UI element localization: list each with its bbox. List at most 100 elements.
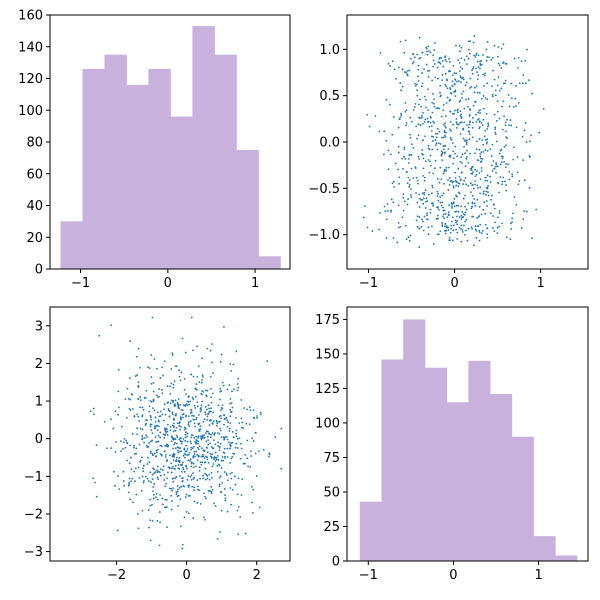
scatter-point bbox=[389, 103, 391, 106]
scatter-point bbox=[478, 148, 481, 151]
scatter-point bbox=[442, 215, 444, 218]
scatter-point bbox=[231, 390, 233, 393]
scatter-point bbox=[110, 324, 113, 327]
scatter-point bbox=[428, 50, 430, 52]
scatter-point bbox=[196, 439, 198, 442]
scatter-point bbox=[453, 205, 456, 208]
scatter-point bbox=[517, 102, 520, 104]
scatter-point bbox=[129, 377, 131, 380]
scatter-point bbox=[200, 438, 203, 441]
scatter-point bbox=[440, 178, 443, 181]
scatter-point bbox=[445, 85, 448, 88]
scatter-point bbox=[449, 231, 452, 234]
scatter-point bbox=[152, 400, 155, 403]
scatter-point bbox=[180, 470, 183, 473]
scatter-point bbox=[446, 87, 449, 90]
scatter-point bbox=[444, 126, 447, 129]
scatter-point bbox=[417, 134, 420, 137]
scatter-point bbox=[150, 450, 152, 453]
scatter-point bbox=[486, 205, 488, 207]
scatter-point bbox=[165, 506, 168, 509]
x-tick-label: 0 bbox=[183, 568, 191, 583]
scatter-point bbox=[225, 472, 228, 475]
scatter-point bbox=[183, 426, 186, 429]
scatter-point bbox=[448, 239, 451, 242]
scatter-point bbox=[92, 407, 95, 410]
scatter-point bbox=[517, 183, 520, 186]
scatter-point bbox=[463, 224, 465, 227]
scatter-point bbox=[171, 354, 174, 356]
scatter-point bbox=[198, 455, 200, 458]
scatter-point bbox=[151, 316, 154, 319]
scatter-point bbox=[455, 228, 457, 231]
scatter-point bbox=[172, 387, 175, 389]
scatter-point bbox=[195, 450, 198, 453]
scatter-point bbox=[185, 493, 188, 496]
scatter-point bbox=[471, 205, 473, 208]
scatter-point bbox=[441, 73, 444, 76]
scatter-point bbox=[429, 164, 432, 167]
scatter-point bbox=[194, 425, 196, 428]
y-tick-label: 60 bbox=[26, 167, 43, 182]
scatter-point bbox=[437, 192, 439, 195]
scatter-point bbox=[151, 519, 154, 522]
scatter-point bbox=[229, 422, 232, 424]
scatter-point bbox=[217, 441, 220, 444]
scatter-point bbox=[517, 66, 519, 69]
scatter-point bbox=[223, 447, 226, 450]
scatter-point bbox=[186, 435, 188, 438]
scatter-point bbox=[517, 56, 520, 59]
scatter-point bbox=[127, 484, 130, 487]
scatter-point bbox=[179, 428, 181, 431]
scatter-point bbox=[153, 409, 156, 412]
scatter-point bbox=[180, 442, 183, 445]
scatter-point bbox=[493, 167, 495, 170]
scatter-point bbox=[139, 459, 142, 462]
scatter-point bbox=[444, 125, 447, 128]
scatter-point bbox=[189, 420, 192, 423]
scatter-point bbox=[206, 458, 209, 461]
scatter-point bbox=[450, 92, 453, 95]
scatter-point bbox=[152, 493, 155, 496]
scatter-point bbox=[400, 114, 403, 117]
scatter-point bbox=[198, 428, 201, 431]
scatter-point bbox=[444, 115, 447, 117]
scatter-point bbox=[470, 86, 473, 88]
scatter-point bbox=[484, 97, 487, 99]
scatter-point bbox=[420, 85, 423, 88]
scatter-point bbox=[223, 437, 226, 440]
scatter-point bbox=[201, 374, 204, 377]
scatter-point bbox=[417, 80, 420, 82]
scatter-point bbox=[180, 425, 182, 428]
scatter-point bbox=[181, 547, 184, 550]
scatter-point bbox=[255, 475, 258, 477]
scatter-point bbox=[209, 349, 212, 352]
scatter-point bbox=[474, 100, 477, 103]
scatter-point bbox=[239, 442, 242, 445]
scatter-point bbox=[432, 172, 435, 175]
scatter-point bbox=[437, 61, 440, 64]
scatter-point bbox=[240, 417, 243, 420]
scatter-point bbox=[449, 61, 451, 63]
scatter-point bbox=[457, 80, 460, 82]
scatter-point bbox=[180, 485, 183, 488]
scatter-point bbox=[159, 521, 161, 524]
scatter-point bbox=[228, 384, 231, 386]
scatter-point bbox=[482, 192, 485, 195]
scatter-point bbox=[417, 123, 420, 126]
scatter-point bbox=[366, 226, 369, 229]
scatter-point bbox=[427, 70, 429, 72]
scatter-point bbox=[480, 160, 483, 163]
scatter-point bbox=[524, 59, 527, 62]
scatter-point bbox=[465, 139, 468, 142]
scatter-point bbox=[397, 168, 399, 171]
x-tick-label: −1 bbox=[359, 276, 378, 291]
scatter-point bbox=[487, 191, 489, 194]
scatter-point bbox=[201, 393, 203, 396]
scatter-point bbox=[164, 413, 167, 416]
scatter-point bbox=[238, 437, 241, 440]
scatter-point bbox=[178, 369, 181, 372]
scatter-point bbox=[280, 427, 283, 430]
scatter-point bbox=[454, 89, 457, 92]
scatter-point bbox=[495, 163, 498, 166]
